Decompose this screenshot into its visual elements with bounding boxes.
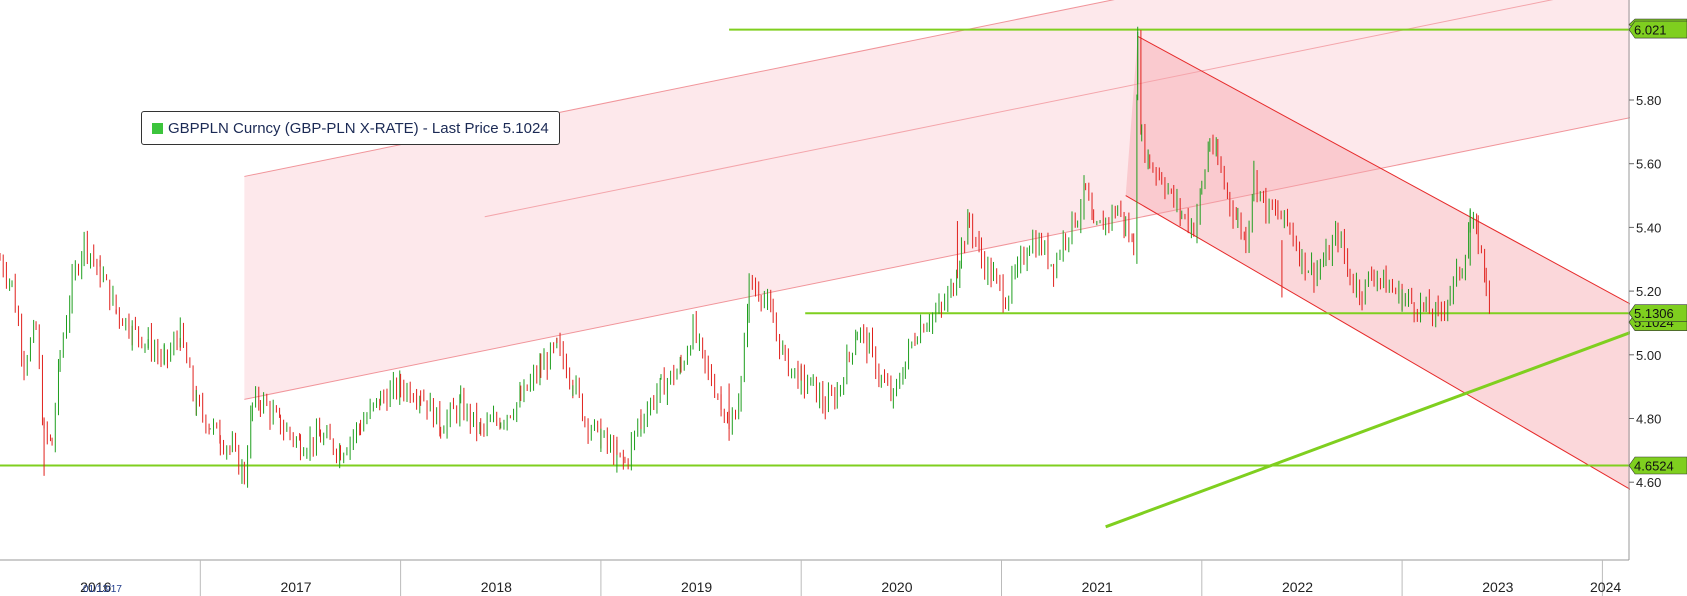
ascending-channel-fill [244, 0, 1687, 400]
level-tag-6.021-label: 6.021 [1634, 23, 1667, 38]
level-tag-6.021: 6.021 [1628, 20, 1687, 39]
y-axis-ticks: 4.60 4.80 5.00 5.20 5.40 5.60 5.80 [1629, 93, 1661, 490]
level-tag-4.6524: 4.6524 [1628, 456, 1687, 475]
x-tick-label: 2022 [1282, 579, 1313, 595]
descending-channel-fill [1125, 36, 1687, 523]
y-tick-label: 4.60 [1636, 475, 1661, 490]
ascending-channel-lower [244, 105, 1687, 400]
level-tag-4.6524-label: 4.6524 [1634, 459, 1674, 474]
legend-swatch [152, 122, 163, 134]
trendline-support-trend [1105, 309, 1687, 529]
x-tick-label: 2021 [1082, 579, 1113, 595]
x-axis-ticks: 2016 2017 2018 2019 2020 2021 2022 2023 2024 01/1… [80, 560, 1621, 596]
level-tag-4.6524-box [1628, 456, 1687, 475]
legend-label: GBPPLN Curncy (GBP-PLN X-RATE) - Last Pr… [168, 119, 549, 137]
y-tick-label: 5.00 [1636, 348, 1661, 363]
level-tag-6.021-box [1628, 20, 1687, 39]
descending-channel-upper [1137, 35, 1687, 336]
x-sub-label: 01/13/17 [83, 584, 122, 595]
y-tick-label: 4.80 [1636, 412, 1661, 427]
level-tag-5.1306: 5.1306 [1628, 304, 1687, 323]
x-tick-label: 2019 [681, 579, 712, 595]
descending-channel-lower [1125, 195, 1687, 523]
x-tick-label: 2017 [280, 579, 311, 595]
y-axis-panel [1630, 0, 1687, 596]
x-tick-label: 2016 [80, 579, 111, 595]
legend: GBPPLN Curncy (GBP-PLN X-RATE) - Last Pr… [141, 111, 560, 145]
level-layer [0, 28, 1687, 529]
level-tag-5.1306-box [1628, 304, 1687, 323]
x-tick-label: 2020 [881, 579, 912, 595]
y-tick-label: 5.60 [1636, 157, 1661, 172]
y-tick-label: 5.20 [1636, 284, 1661, 299]
y-tick-label: 5.80 [1636, 93, 1661, 108]
ascending-channel-mid [484, 0, 1554, 218]
price-series [0, 26, 1490, 488]
level-tag-5.1306-label: 5.1306 [1634, 306, 1674, 321]
x-tick-label: 2023 [1482, 579, 1513, 595]
x-tick-label: 2024 [1590, 579, 1621, 595]
x-tick-label: 2018 [481, 579, 512, 595]
y-tick-label: 5.40 [1636, 220, 1661, 235]
